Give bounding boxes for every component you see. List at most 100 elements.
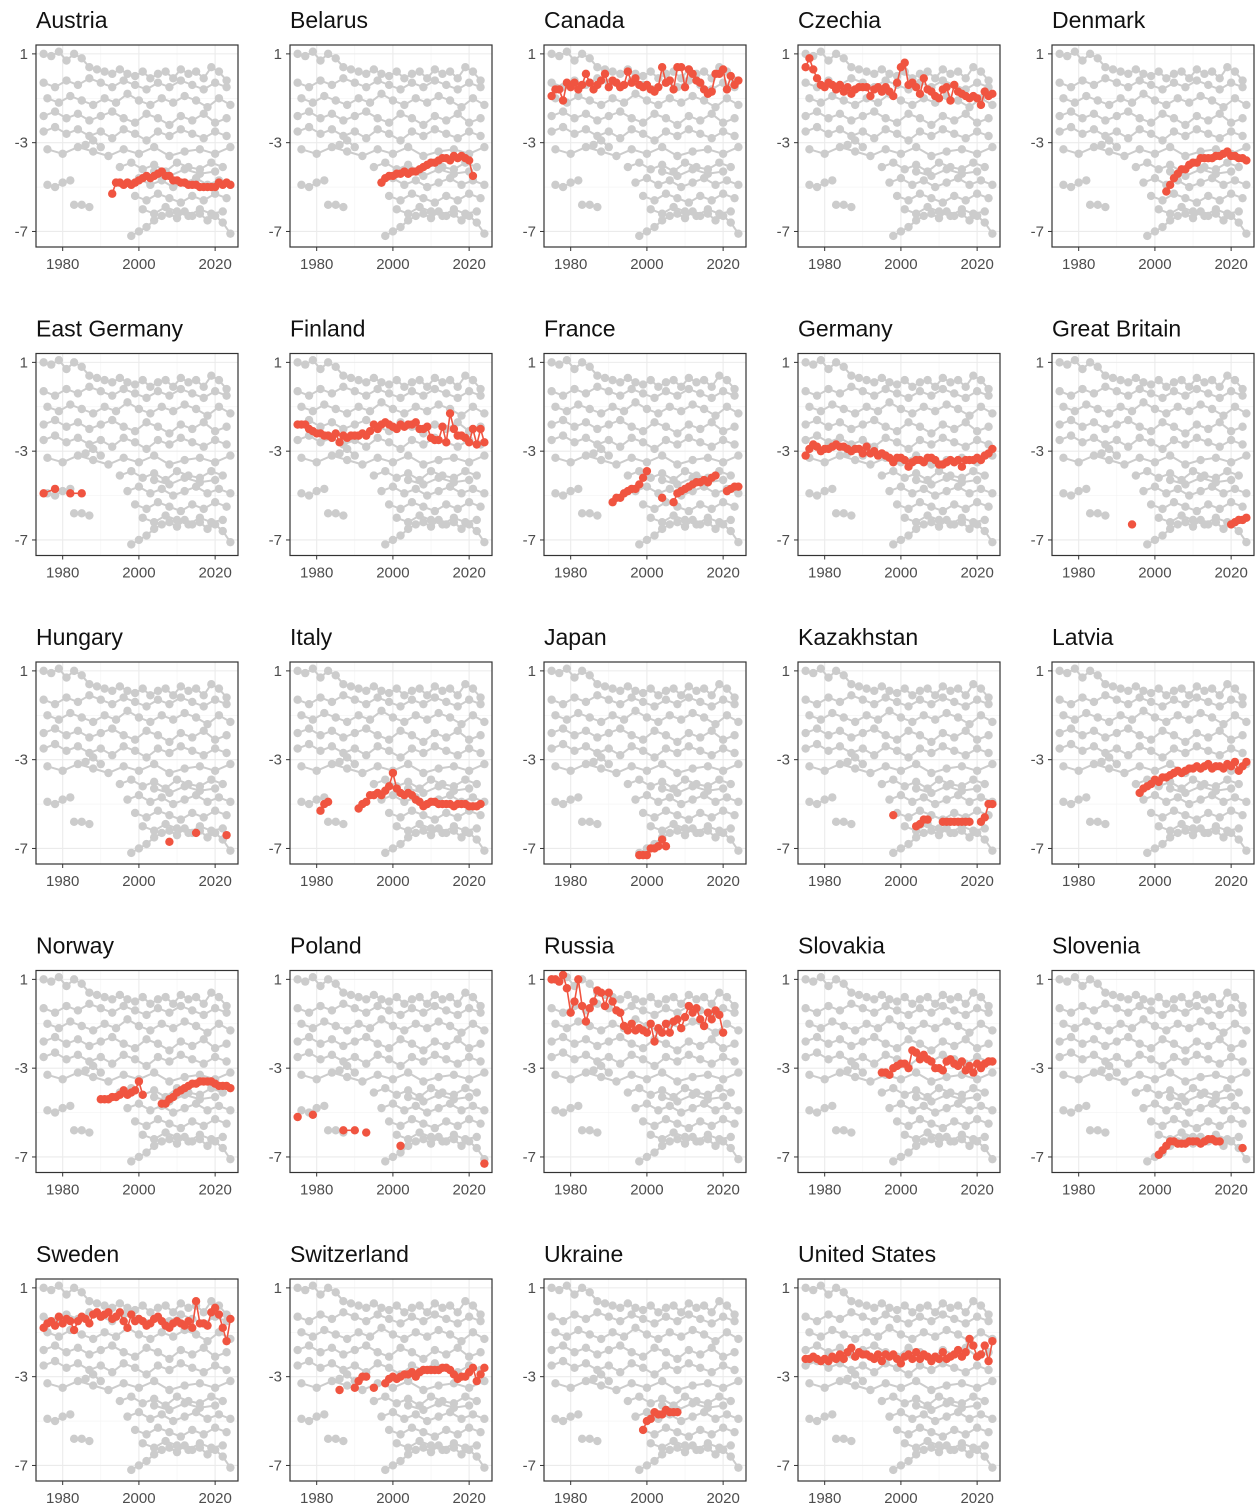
background-point xyxy=(169,691,178,700)
background-point xyxy=(1165,167,1175,176)
background-point xyxy=(1223,466,1232,476)
highlight-point xyxy=(316,806,325,815)
background-point xyxy=(892,129,902,138)
background-point xyxy=(308,1024,318,1033)
panel-frame xyxy=(797,661,1001,865)
background-point xyxy=(911,216,921,225)
background-point xyxy=(892,1006,902,1015)
background-point xyxy=(730,810,739,820)
background-point xyxy=(142,1061,151,1071)
highlight-point xyxy=(577,80,587,90)
background-point xyxy=(50,1341,60,1350)
background-point xyxy=(39,127,48,136)
background-point xyxy=(415,684,424,693)
background-point xyxy=(1063,977,1072,986)
highlight-point xyxy=(718,1028,728,1037)
highlight-point xyxy=(562,984,572,993)
background-point xyxy=(396,726,405,736)
background-point xyxy=(453,393,462,403)
background-point xyxy=(188,1350,197,1359)
background-point xyxy=(718,806,728,815)
background-point xyxy=(1085,49,1095,59)
background-point xyxy=(566,766,575,775)
background-point xyxy=(589,449,598,458)
background-point xyxy=(62,364,71,374)
background-point xyxy=(457,719,466,729)
background-point xyxy=(1238,810,1247,820)
background-point xyxy=(419,391,428,400)
background-point xyxy=(616,724,625,733)
background-point xyxy=(950,191,959,201)
background-point xyxy=(111,98,121,107)
background-point xyxy=(384,71,394,81)
background-point xyxy=(1135,731,1144,740)
background-point xyxy=(199,1343,208,1353)
background-point xyxy=(69,666,79,676)
background-point xyxy=(180,91,189,101)
background-point xyxy=(938,728,948,738)
highlight-point xyxy=(384,782,394,791)
background-point xyxy=(316,1055,325,1064)
background-point xyxy=(331,96,340,105)
background-point xyxy=(577,358,587,367)
background-point xyxy=(457,216,466,225)
background-point xyxy=(127,231,136,241)
background-point xyxy=(362,699,371,709)
background-point xyxy=(931,182,940,192)
background-series-line xyxy=(373,469,478,482)
background-point xyxy=(1181,788,1190,798)
background-point xyxy=(153,498,163,507)
background-point xyxy=(927,480,936,489)
background-point xyxy=(547,78,556,87)
background-point xyxy=(581,1068,591,1077)
background-point xyxy=(934,830,944,840)
background-point xyxy=(1059,797,1068,807)
background-point xyxy=(62,1348,71,1357)
background-point xyxy=(69,975,79,984)
panel-title: Belarus xyxy=(290,7,368,33)
background-point xyxy=(812,799,822,809)
background-point xyxy=(188,746,197,755)
background-point xyxy=(138,684,147,693)
background-point xyxy=(191,375,201,385)
background-point xyxy=(50,699,60,709)
background-point xyxy=(665,211,674,221)
background-point xyxy=(1097,449,1106,458)
panel-frame xyxy=(289,44,493,248)
background-point xyxy=(468,793,478,802)
background-point xyxy=(1139,69,1148,79)
background-point xyxy=(585,817,594,827)
background-point xyxy=(1146,80,1156,90)
background-point xyxy=(210,806,220,815)
background-point xyxy=(911,833,921,842)
background-series-line xyxy=(627,161,732,173)
background-point xyxy=(820,178,829,187)
background-point xyxy=(915,686,925,696)
background-point xyxy=(904,109,913,119)
background-point xyxy=(688,178,697,187)
background-point xyxy=(108,1341,117,1350)
background-point xyxy=(210,149,220,158)
background-point xyxy=(896,1152,906,1162)
background-point xyxy=(1204,733,1213,742)
background-series-line xyxy=(127,794,231,806)
background-point xyxy=(631,795,640,804)
background-point xyxy=(1112,759,1121,769)
background-point xyxy=(222,1427,231,1437)
background-point xyxy=(210,1092,220,1102)
background-point xyxy=(157,94,166,103)
highlight-point xyxy=(972,94,982,103)
background-point xyxy=(1196,1072,1205,1082)
background-point xyxy=(320,400,329,409)
background-point xyxy=(127,848,136,858)
highlight-point xyxy=(665,76,674,85)
background-point xyxy=(593,733,602,742)
highlight-point xyxy=(226,1083,235,1093)
background-point xyxy=(1066,82,1076,92)
background-point xyxy=(824,746,833,755)
background-point xyxy=(472,207,481,216)
highlight-point xyxy=(1242,156,1251,165)
background-point xyxy=(1124,699,1133,709)
panel-title: Denmark xyxy=(1052,7,1146,33)
background-point xyxy=(1078,981,1087,991)
